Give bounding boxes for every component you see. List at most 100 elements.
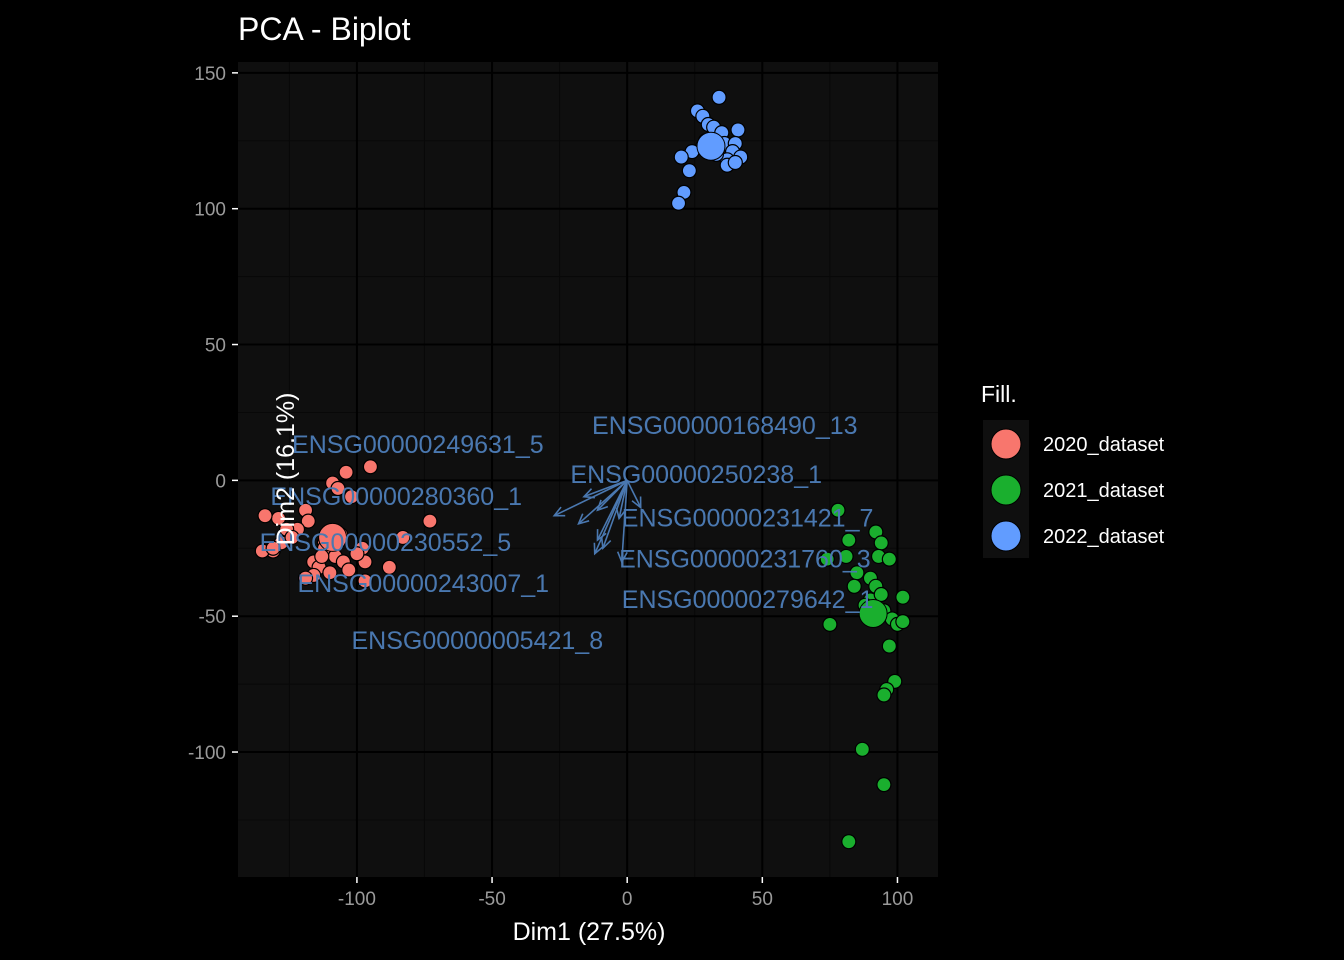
data-point: [670, 195, 687, 211]
y-tick-label: -50: [199, 607, 226, 628]
chart-title: PCA - Biplot: [238, 11, 411, 47]
data-point: [257, 508, 273, 524]
data-point: [357, 573, 373, 589]
data-point: [343, 489, 360, 505]
legend-title: Fill.: [981, 381, 1017, 407]
data-point: [341, 562, 357, 578]
legend-label: 2021_dataset: [1043, 480, 1165, 502]
data-point: [297, 570, 314, 586]
y-tick-label: 0: [215, 471, 226, 492]
variable-arrow: [618, 480, 628, 519]
data-point: [395, 529, 411, 546]
data-point: [819, 551, 835, 567]
variable-arrow: [578, 479, 628, 525]
variable-arrow-label: ENSG00000250238_1: [570, 461, 822, 489]
pca-biplot-chart: PCA - Biplot ENSG00000168490_13ENSG00000…: [188, 11, 1165, 946]
variable-arrow-labels: ENSG00000168490_13 ENSG00000249631_5 ENSG0…: [260, 412, 874, 655]
y-axis-label: Dim2 (16.1%): [272, 393, 300, 546]
y-tick-label: 150: [194, 64, 226, 85]
x-tick-label: 0: [622, 889, 633, 910]
data-point: [322, 565, 338, 581]
data-point: [881, 638, 897, 654]
y-tick-label: -100: [188, 743, 226, 764]
plot-panel: [238, 62, 938, 877]
variable-arrows: [552, 479, 642, 564]
x-tick-label: 50: [752, 889, 773, 910]
data-point: [711, 89, 727, 105]
data-point: [895, 589, 911, 605]
pca-biplot-figure: PCA - Biplot ENSG00000168490_13 ENSG00000…: [129, 0, 1215, 960]
data-point: [314, 548, 330, 565]
variable-arrow: [602, 480, 628, 549]
legend: Fill. 2020_dataset 2021_dataset 2022_datas…: [981, 381, 1165, 558]
variable-arrow: [596, 480, 628, 541]
data-points: [254, 89, 911, 850]
data-point: [330, 480, 346, 497]
data-point: [681, 163, 697, 179]
data-point: [895, 614, 911, 630]
data-point: [838, 548, 854, 565]
variable-arrow-label: ENSG00000243007_1: [297, 570, 549, 598]
variable-arrow-label: ENSG00000231760_3: [619, 545, 871, 573]
y-axis-ticks: 150 100 50 0 -50 -100: [188, 64, 238, 764]
data-point: [841, 834, 857, 850]
variable-arrow-head: [631, 496, 642, 510]
variable-arrow-label: ENSG00000249631_5: [292, 431, 544, 459]
variable-arrow-head: [596, 499, 609, 512]
group-centroid: [696, 131, 726, 161]
grid-minor: [238, 62, 938, 877]
data-point: [881, 551, 897, 567]
data-point: [381, 559, 397, 575]
data-point: [873, 535, 889, 551]
variable-arrow-label: ENSG00000005421_8: [352, 627, 604, 655]
data-point: [265, 540, 281, 556]
x-axis-label: Dim1 (27.5%): [513, 918, 666, 946]
variable-arrow-head: [616, 551, 628, 564]
y-tick-label: 50: [205, 336, 226, 357]
variable-arrow-head: [600, 537, 612, 551]
data-point: [830, 502, 846, 518]
variable-arrow-label: ENSG00000230552_5: [260, 529, 512, 557]
data-point: [822, 616, 838, 632]
variable-arrow-head: [596, 529, 607, 542]
variable-arrow-head: [552, 506, 566, 517]
data-point: [300, 513, 316, 529]
variable-arrow-head: [577, 513, 590, 526]
data-point: [362, 459, 379, 475]
grid-major: [238, 62, 938, 877]
x-tick-label: 100: [882, 889, 914, 910]
variable-arrow: [553, 479, 628, 517]
variable-arrow-label: ENSG00000280360_1: [270, 483, 522, 511]
data-point: [284, 529, 300, 546]
data-point: [673, 149, 689, 165]
data-point: [876, 777, 892, 793]
legend-key: [990, 474, 1022, 506]
variable-arrow: [626, 480, 642, 508]
variable-arrow-head: [593, 542, 604, 556]
legend-key: [990, 520, 1022, 552]
variable-arrow-label: ENSG00000279642_1: [622, 586, 874, 614]
x-tick-label: -100: [338, 889, 376, 910]
data-point: [727, 154, 743, 171]
data-point: [854, 741, 870, 757]
variable-arrow: [620, 480, 628, 562]
variable-arrow-head: [615, 507, 627, 521]
legend-label: 2022_dataset: [1043, 526, 1165, 548]
data-point: [841, 532, 857, 548]
data-point: [876, 687, 892, 703]
x-axis-ticks: -100 -50 0 50 100: [338, 877, 913, 910]
data-point: [338, 464, 354, 480]
group-centroid: [318, 522, 348, 552]
legend-label: 2020_dataset: [1043, 434, 1165, 456]
legend-key: [990, 428, 1022, 460]
data-point: [349, 546, 365, 562]
variable-arrow-label: ENSG00000168490_13: [592, 412, 858, 440]
data-point: [846, 578, 862, 594]
x-tick-label: -50: [478, 889, 505, 910]
data-point: [422, 513, 438, 529]
group-centroid: [858, 598, 888, 628]
group-centroids: [318, 131, 888, 628]
variable-arrow-label: ENSG00000231421_7: [622, 505, 874, 533]
data-point: [730, 122, 746, 138]
y-tick-label: 100: [194, 200, 226, 221]
